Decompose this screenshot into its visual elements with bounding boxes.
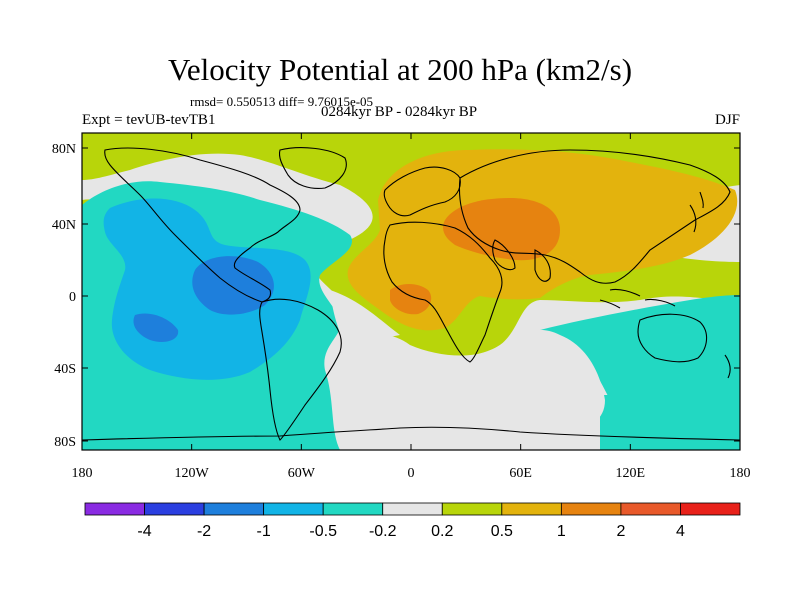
colorbar-label: 2 xyxy=(616,523,625,540)
colorbar-label: 0.2 xyxy=(431,523,453,540)
coast-japan xyxy=(689,191,704,233)
velocity-potential-field xyxy=(82,133,740,450)
colorbar-swatch xyxy=(680,502,741,516)
coast-africa xyxy=(383,221,503,363)
rmsd-diff-stats: rmsd= 0.550513 diff= 9.76015e-05 xyxy=(190,94,374,109)
y-tick-label: 40S xyxy=(54,362,76,377)
colorbar-label: 0.5 xyxy=(491,523,513,540)
field-positive-strong-africa xyxy=(390,284,432,315)
season-label: DJF xyxy=(714,112,740,128)
field-positive-strong xyxy=(443,198,560,261)
colorbar-label: -1 xyxy=(257,523,271,540)
colorbar-swatch xyxy=(144,502,205,516)
colorbar-label: -0.2 xyxy=(369,523,397,540)
colorbar-label: 4 xyxy=(676,523,685,540)
colorbar-swatch xyxy=(263,502,324,516)
coast-arabia-india xyxy=(492,239,551,282)
y-tick-label: 40N xyxy=(52,218,76,233)
x-tick-label: 120E xyxy=(616,466,646,481)
field-neutral-south-2 xyxy=(330,290,400,345)
x-tick-label: 120W xyxy=(175,466,210,481)
field-negative-weak-east xyxy=(600,395,740,450)
colorbar-swatch xyxy=(84,502,145,516)
x-tick-label: 180 xyxy=(730,466,751,481)
coast-indonesia xyxy=(599,288,676,309)
axis-ticks: 80N 40N 0 40S 80S 180 120W 60W 0 60E 120E 180 xyxy=(52,133,751,481)
x-tick-label: 60W xyxy=(288,466,316,481)
colorbar-label: -4 xyxy=(137,523,151,540)
coast-south-america xyxy=(259,298,342,441)
field-negative-strong-south xyxy=(133,313,179,342)
y-tick-label: 80S xyxy=(54,435,76,450)
field-negative-weak-south xyxy=(540,295,740,406)
colorbar-label: 1 xyxy=(557,523,566,540)
coast-new-zealand xyxy=(724,354,731,379)
colorbar-swatch xyxy=(620,502,681,516)
coast-australia xyxy=(637,313,708,363)
coast-north-america xyxy=(104,147,301,303)
colorbar-swatch xyxy=(322,502,384,516)
map-title: Velocity Potential at 200 hPa (km2/s) xyxy=(167,52,633,87)
x-tick-label: 60E xyxy=(509,466,532,481)
field-neutral-south xyxy=(336,329,605,433)
colorbar-swatch xyxy=(203,502,265,516)
coast-greenland xyxy=(278,147,347,189)
colorbar-swatch xyxy=(560,502,622,516)
colorbar: -4 -2 -1 -0.5 -0.2 0.2 0.5 1 2 4 xyxy=(84,502,741,540)
colorbar-swatch xyxy=(441,502,503,516)
colorbar-swatch xyxy=(382,502,443,516)
coast-asia xyxy=(458,149,731,284)
coastlines xyxy=(82,147,740,441)
y-tick-label: 80N xyxy=(52,142,76,157)
colorbar-label: -2 xyxy=(197,523,211,540)
x-tick-label: 180 xyxy=(72,466,93,481)
coast-europe xyxy=(383,166,461,217)
coast-antarctica xyxy=(82,426,740,441)
y-tick-label: 0 xyxy=(69,290,76,305)
x-tick-label: 0 xyxy=(408,466,415,481)
period-label: 0284kyr BP - 0284kyr BP xyxy=(321,104,478,120)
colorbar-label: -0.5 xyxy=(309,523,337,540)
colorbar-swatch xyxy=(501,502,562,516)
experiment-label: Expt = tevUB-tevTB1 xyxy=(82,112,216,128)
